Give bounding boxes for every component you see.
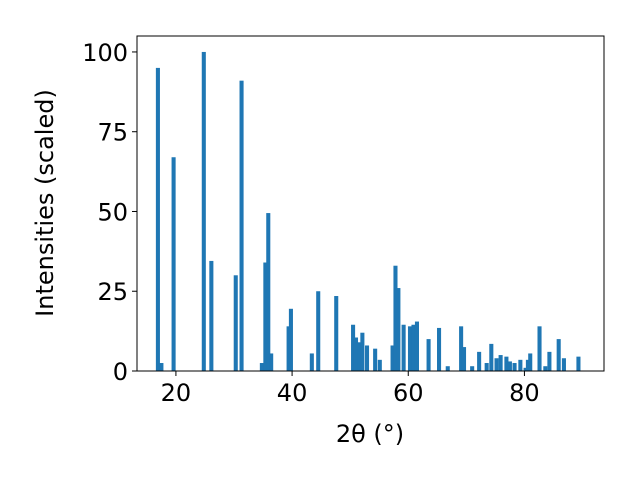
bar [171,157,176,371]
x-axis-label: 2θ (°) [336,420,404,448]
bar [396,288,401,371]
bar [504,356,509,371]
bar [459,326,464,371]
bar [239,80,244,372]
bar [507,361,512,371]
bar [523,367,528,371]
bar [543,366,548,371]
bar [537,326,542,371]
bar [357,342,362,371]
bar [498,355,503,371]
bar [390,345,395,371]
bar [201,51,206,371]
bar [351,324,356,371]
bar [489,343,494,371]
bar [445,366,450,371]
x-tick-label: 80 [509,379,540,407]
bar [561,358,566,371]
bar [373,348,378,371]
bar [353,337,359,371]
bar [437,327,442,371]
bar [377,359,382,371]
y-tick-label: 100 [82,39,128,67]
y-axis-label: Intensities (scaled) [31,89,59,317]
bar [209,260,214,371]
x-tick-label: 20 [161,379,192,407]
plot-frame [136,35,605,372]
y-tick-label: 50 [97,198,128,226]
bar [512,363,517,371]
bar [393,265,398,371]
bar [576,356,581,371]
bar [407,326,413,371]
y-tick-label: 0 [113,358,128,386]
bar [259,363,264,371]
bar [266,213,271,371]
bar [494,358,499,371]
bar [288,308,293,371]
bar [155,67,160,372]
bar [518,359,523,371]
x-tick-label: 60 [393,379,424,407]
bar [286,326,291,371]
bar [263,262,268,371]
bar [470,366,475,371]
bar [426,339,431,371]
bar [528,353,533,371]
x-tick-label: 40 [277,379,308,407]
y-axis: 0 25 50 75 100 [82,39,137,386]
bar-group [155,51,581,372]
bar [461,347,467,371]
bar [159,363,164,371]
bar [414,321,419,371]
bar [556,339,561,371]
bar [484,363,489,371]
bar [477,351,482,371]
bar [401,324,406,371]
bar [334,296,339,371]
bar [411,324,416,371]
bar [547,351,552,371]
bar [316,291,321,371]
bar [360,332,365,371]
bar [309,353,314,371]
x-axis: 20 40 60 80 [161,371,540,407]
bar [525,359,530,371]
bar [233,275,238,371]
bar [269,353,274,371]
y-tick-label: 25 [97,278,128,306]
bar [364,345,370,371]
y-tick-label: 75 [97,119,128,147]
